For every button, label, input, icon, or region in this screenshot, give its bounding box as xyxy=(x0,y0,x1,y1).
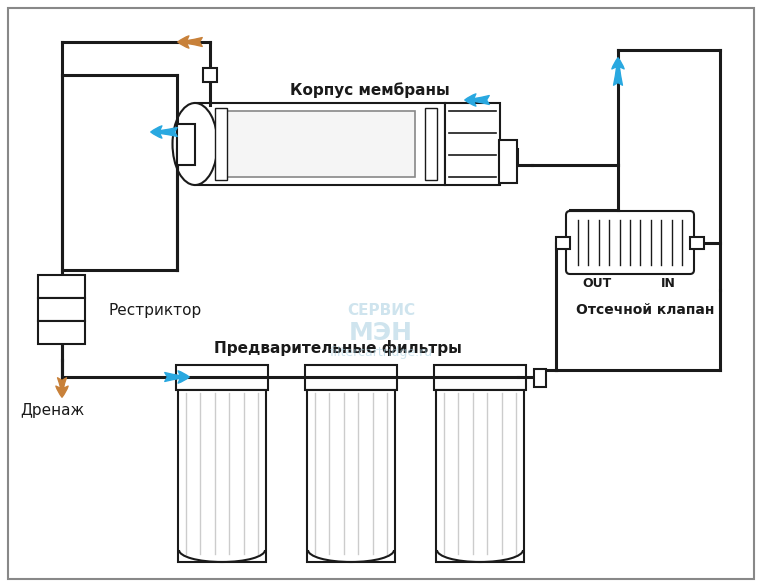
Text: OUT: OUT xyxy=(582,276,612,289)
Bar xyxy=(434,365,526,390)
Bar xyxy=(436,390,524,562)
Text: Дренаж: Дренаж xyxy=(20,403,85,417)
Bar xyxy=(215,108,227,180)
Bar xyxy=(556,237,570,248)
Bar xyxy=(203,68,217,82)
Text: Корпус мембраны: Корпус мембраны xyxy=(290,82,450,98)
Bar xyxy=(38,275,85,298)
Text: Предварительные фильтры: Предварительные фильтры xyxy=(214,340,462,356)
Text: МЭН: МЭН xyxy=(349,321,413,345)
FancyBboxPatch shape xyxy=(566,211,694,274)
Text: Отсечной клапан: Отсечной клапан xyxy=(576,303,714,317)
Bar xyxy=(499,140,517,183)
Bar xyxy=(534,369,546,387)
Text: Рестриктор: Рестриктор xyxy=(108,302,201,318)
Bar xyxy=(225,111,415,177)
Bar xyxy=(305,365,397,390)
Bar xyxy=(176,365,268,390)
Text: СЕРВИС: СЕРВИС xyxy=(347,302,415,318)
Ellipse shape xyxy=(172,103,217,185)
Bar xyxy=(178,390,266,562)
Bar xyxy=(195,103,445,185)
Bar xyxy=(38,321,85,344)
Bar xyxy=(177,124,195,165)
Text: IN: IN xyxy=(661,276,675,289)
Bar xyxy=(425,108,437,180)
Bar xyxy=(445,103,500,185)
Text: filtercartridge.ru: filtercartridge.ru xyxy=(329,346,433,359)
Bar xyxy=(690,237,704,248)
Bar xyxy=(307,390,395,562)
Bar xyxy=(38,298,85,321)
